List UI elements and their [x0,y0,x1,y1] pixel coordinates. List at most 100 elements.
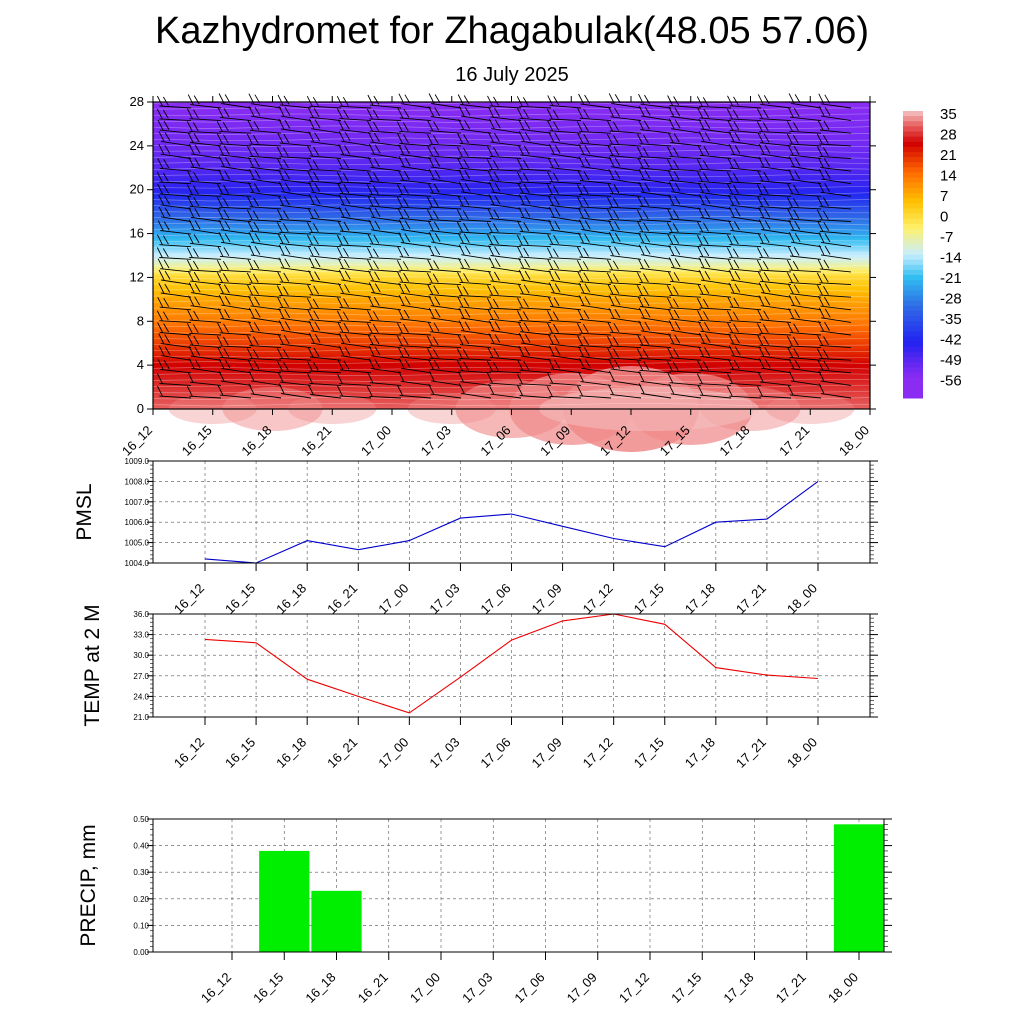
contour-line [152,264,871,268]
wind-barb [338,144,372,159]
y-tick-label: 8 [137,313,144,328]
wind-barb [247,359,282,374]
wind-barb [817,335,852,349]
wind-barb [457,195,492,210]
colorbar-swatch [903,300,923,307]
wind-barb [638,105,672,122]
wind-barb [638,371,672,386]
wind-barb [788,169,822,185]
wind-barb [577,385,612,399]
wind-barb [247,321,282,336]
wind-barb [577,132,612,147]
wind-barb [488,194,522,210]
wind-barb [517,144,552,159]
wind-barb [248,307,282,323]
wind-barb [247,284,282,298]
wind-barb [246,348,282,361]
wind-barb [458,257,492,273]
wind-barb [786,259,822,273]
colorbar-swatch [903,136,923,143]
wind-barb [458,119,492,134]
wind-barb [816,133,852,147]
wind-barb [638,383,672,399]
wind-barb [578,357,612,374]
wind-barb [577,207,612,222]
wind-barb [637,360,672,374]
wind-barb [607,145,642,159]
wind-barb [787,208,822,222]
contour-line [152,396,871,401]
wind-barb [456,209,492,222]
wind-barb [187,170,222,185]
colorbar-swatch [903,367,923,373]
wind-barb [336,234,372,248]
wind-barb [488,383,522,399]
y-tick-label: 20 [130,182,144,197]
x-tick-label: 16_18 [273,581,309,617]
wind-barb [456,146,492,159]
wind-barb [307,346,342,361]
wind-barb [698,118,732,134]
wind-barb [727,194,762,210]
wind-barb [547,296,582,311]
y-axis-label: TEMP at 2 M [81,604,104,726]
x-tick-label: 17_09 [529,735,565,771]
wind-barb [727,220,762,235]
wind-barb [397,246,432,260]
wind-barb [336,171,372,185]
contour-line [152,234,871,238]
x-tick-label: 18_00 [825,970,861,1006]
wind-barb [367,94,402,109]
wind-barb [188,156,222,172]
wind-barb [488,245,522,260]
colorbar-swatch [903,372,923,378]
wind-barb [307,207,342,222]
wind-barb [396,121,432,134]
contour-line [152,258,871,262]
contour-line [152,107,871,111]
wind-barb [396,184,432,197]
wind-barb [397,385,432,399]
wind-barb [426,196,462,210]
colorbar-label: 7 [940,188,948,205]
wind-barb [758,345,792,361]
contour-line [152,119,871,123]
wind-barb [308,131,342,147]
wind-barb [667,308,702,323]
x-tick-label: 16_12 [119,423,155,459]
x-tick-label: 17_21 [733,581,769,617]
wind-barb [457,296,492,311]
wind-barb [606,272,642,286]
wind-barb [187,233,222,248]
wind-barb [547,333,582,349]
wind-barb [517,182,552,197]
colorbar-label: -7 [940,229,953,246]
colorbar-label: -42 [940,332,962,349]
x-tick-label: 16_21 [298,423,334,459]
wind-barb [426,335,462,349]
wind-barb [606,335,642,349]
wind-barb [486,222,522,235]
wind-barb [818,168,852,185]
wind-barb [786,335,822,349]
wind-barb [487,309,522,323]
x-tick-label: 16_15 [179,423,215,459]
chart-title: Kazhydromet for Zhagabulak(48.05 57.06) [155,10,869,52]
contour-line [152,276,871,280]
y-tick-label: 24.0 [133,692,149,701]
wind-barb [217,347,252,361]
x-tick-label: 16_12 [171,735,207,771]
x-tick-label: 16_12 [171,581,207,617]
wind-barb [818,307,852,323]
wind-barb [367,334,402,349]
wind-barb [696,171,732,185]
colorbar-swatch [903,121,923,127]
wind-barb [518,194,552,210]
wind-barb [577,371,612,386]
wind-barb [458,307,492,323]
wind-barb [728,345,762,361]
x-tick-label: 17_18 [720,970,756,1006]
x-tick-label: 17_12 [616,970,652,1006]
wind-barb [547,157,582,172]
